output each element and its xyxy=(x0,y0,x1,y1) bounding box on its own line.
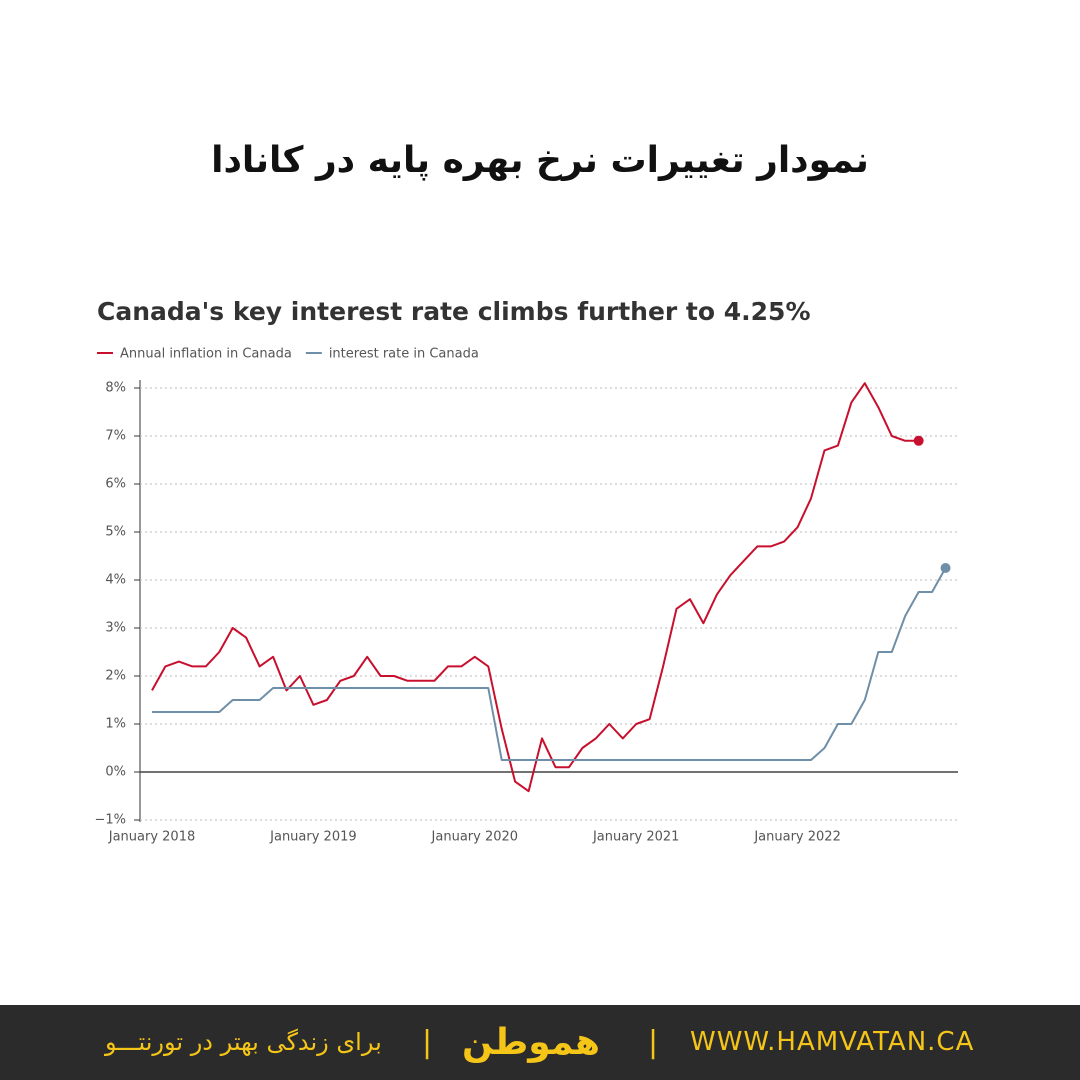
x-tick-label: January 2018 xyxy=(108,830,196,845)
y-tick-label: 1% xyxy=(105,717,126,732)
tagline: برای زندگی بهتر در تورنتـــو xyxy=(105,1028,382,1056)
x-tick-label: January 2020 xyxy=(431,830,519,845)
end-point xyxy=(940,563,951,573)
separator: | xyxy=(648,1025,659,1060)
separator: | xyxy=(422,1025,433,1060)
chart-title: Canada's key interest rate climbs furthe… xyxy=(97,297,811,326)
y-tick-label: 5% xyxy=(105,525,126,540)
series-line xyxy=(152,567,947,761)
end-point xyxy=(913,435,924,446)
footer: برای زندگی بهتر در تورنتـــو | هموطن | W… xyxy=(0,1005,1080,1080)
y-tick-label: 4% xyxy=(105,573,126,588)
website[interactable]: WWW.HAMVATAN.CA xyxy=(690,1027,975,1057)
legend-label: interest rate in Canada xyxy=(329,347,479,362)
series-line xyxy=(151,382,919,793)
y-tick-label: 3% xyxy=(105,621,126,636)
chart: Canada's key interest rate climbs furthe… xyxy=(94,297,958,845)
page-title: نمودار تغییرات نرخ بهره پایه در کانادا xyxy=(211,140,869,181)
y-tick-label: 6% xyxy=(105,477,126,492)
x-tick-label: January 2021 xyxy=(592,830,680,845)
y-tick-label: 2% xyxy=(105,669,126,684)
y-tick-label: 8% xyxy=(105,381,126,396)
legend-label: Annual inflation in Canada xyxy=(120,347,292,362)
y-tick-label: 0% xyxy=(105,765,126,780)
y-tick-label: −1% xyxy=(94,813,126,828)
logo: هموطن xyxy=(462,1022,600,1063)
x-tick-label: January 2019 xyxy=(269,830,357,845)
y-tick-label: 7% xyxy=(105,429,126,444)
x-tick-label: January 2022 xyxy=(753,830,841,845)
